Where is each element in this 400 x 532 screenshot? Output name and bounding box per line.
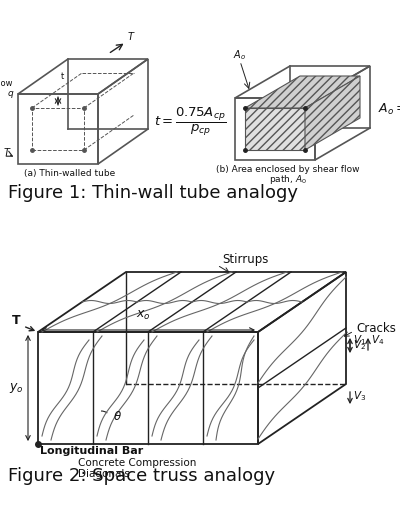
Text: (a) Thin-walled tube: (a) Thin-walled tube <box>24 169 116 178</box>
Text: Figure 2: Space truss analogy: Figure 2: Space truss analogy <box>8 467 275 485</box>
Text: T: T <box>128 32 134 42</box>
Text: $A_o = \dfrac{2A_{cp}}{3}$: $A_o = \dfrac{2A_{cp}}{3}$ <box>378 93 400 123</box>
Text: $\theta$: $\theta$ <box>113 410 122 423</box>
Text: $x_o$: $x_o$ <box>136 309 150 322</box>
Text: T: T <box>12 314 20 327</box>
Text: Figure 1: Thin-wall tube analogy: Figure 1: Thin-wall tube analogy <box>8 184 298 202</box>
Text: path, $A_0$: path, $A_0$ <box>269 173 307 186</box>
Text: $V_2$: $V_2$ <box>353 338 366 352</box>
Text: $A_o$: $A_o$ <box>233 48 246 62</box>
Text: Stirrups: Stirrups <box>222 254 268 267</box>
Text: (b) Area enclosed by shear flow: (b) Area enclosed by shear flow <box>216 165 360 174</box>
Text: $V_1$: $V_1$ <box>353 333 366 347</box>
Text: $V_4$: $V_4$ <box>371 333 384 347</box>
Text: $V_3$: $V_3$ <box>353 389 366 403</box>
Text: Diagonals: Diagonals <box>78 469 130 479</box>
Text: Longitudinal Bar: Longitudinal Bar <box>40 446 143 456</box>
Polygon shape <box>245 76 360 108</box>
Text: t: t <box>61 72 64 81</box>
Polygon shape <box>245 108 305 150</box>
Text: Cracks: Cracks <box>356 321 396 335</box>
Text: $t = \dfrac{0.75A_{cp}}{p_{cp}}$: $t = \dfrac{0.75A_{cp}}{p_{cp}}$ <box>154 106 226 138</box>
Text: q: q <box>7 89 13 98</box>
Polygon shape <box>305 76 360 150</box>
Text: Concrete Compression: Concrete Compression <box>78 458 196 468</box>
Text: $y_o$: $y_o$ <box>9 381 23 395</box>
Text: Shear flow: Shear flow <box>0 79 13 88</box>
Text: T: T <box>4 148 10 158</box>
